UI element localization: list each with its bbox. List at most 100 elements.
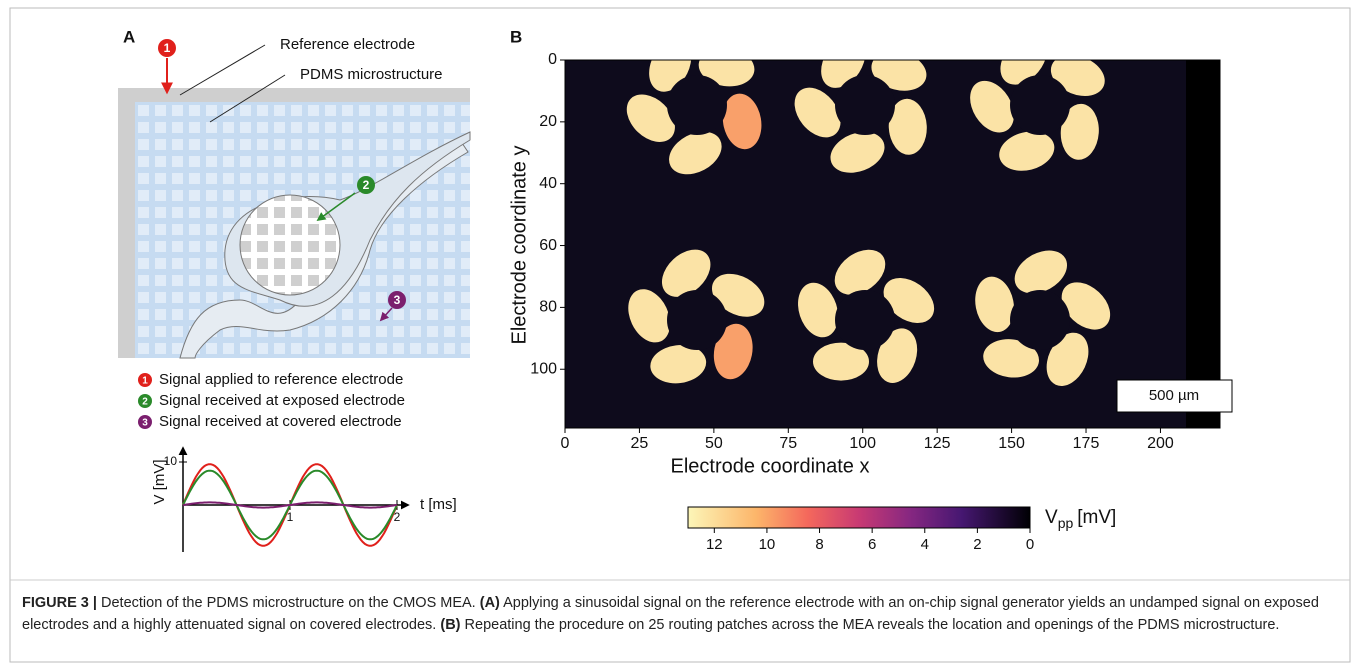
petal: [649, 60, 692, 92]
caption: FIGURE 3 | Detection of the PDMS microst…: [22, 592, 1338, 636]
petal: [632, 529, 696, 579]
opening: [667, 75, 727, 135]
x-tick-label: 25: [631, 435, 649, 452]
petal: [711, 273, 765, 317]
petal: [794, 87, 841, 138]
label: Reference electrode: [280, 36, 415, 53]
x-axis-label: Electrode coordinate x: [670, 455, 869, 477]
legend-marker: [138, 415, 152, 429]
petal: [871, 60, 927, 91]
caption-text: Repeating the procedure on 25 routing pa…: [464, 617, 1280, 633]
y-tick-label: 10: [164, 454, 178, 468]
petal: [983, 339, 1040, 378]
legend-text: Signal applied to reference electrode: [159, 371, 403, 388]
scale-bar-label: 500 µm: [1149, 387, 1199, 404]
colorbar-tick-label: 8: [815, 536, 823, 553]
petal: [713, 323, 753, 380]
marker-number: 2: [363, 178, 370, 192]
petal: [821, 60, 866, 88]
marker-circle: [158, 39, 176, 57]
x-tick-label: 150: [998, 435, 1025, 452]
x-tick-label: 175: [1073, 435, 1100, 452]
colorbar-tick-label: 10: [759, 536, 776, 553]
legend-text: Signal received at exposed electrode: [159, 392, 405, 409]
marker-number: 1: [164, 41, 171, 55]
petal: [834, 249, 886, 295]
x-axis-label: t [ms]: [420, 496, 457, 513]
petal: [970, 80, 1014, 133]
marker-circle: [357, 176, 375, 194]
petal: [813, 342, 869, 381]
waveform: [182, 501, 398, 509]
panel-letter: A: [123, 27, 135, 46]
x-tick-label: 1: [287, 510, 294, 524]
colorbar: [687, 506, 1031, 529]
petal: [830, 132, 885, 173]
legend-number: 1: [142, 376, 148, 387]
petal: [661, 249, 711, 297]
caption-tag: (A): [479, 595, 500, 611]
y-axis-label: Electrode coordinate y: [508, 145, 530, 344]
y-tick-label: 40: [539, 175, 557, 192]
axes-frame: [564, 59, 1221, 429]
petal: [999, 131, 1055, 171]
x-tick-label: 75: [779, 435, 797, 452]
figure-number: FIGURE 3 |: [22, 595, 97, 611]
arrow: [379, 307, 393, 322]
x-tick-label: 2: [394, 510, 401, 524]
colorbar-tick-label: 12: [706, 536, 723, 553]
y-tick-label: 60: [539, 237, 557, 254]
caption-tag: (B): [440, 617, 461, 633]
frame: [9, 7, 1351, 663]
petal: [1061, 282, 1111, 330]
opening: [1010, 75, 1070, 135]
opening: [667, 290, 727, 350]
petal: [650, 345, 707, 384]
legend-number: 2: [142, 397, 148, 408]
petal: [1046, 332, 1089, 386]
x-tick-label: 50: [705, 435, 723, 452]
petal: [1000, 60, 1047, 85]
y-tick-label: 80: [539, 299, 557, 316]
marker-circle: [388, 291, 406, 309]
petal: [1050, 60, 1105, 96]
colorbar-tick-label: 4: [921, 536, 929, 553]
y-axis-label: V [mV]: [151, 459, 168, 504]
y-tick-label: 100: [530, 360, 557, 377]
y-tick-label: 0: [548, 51, 557, 68]
panel-letter: B: [510, 27, 522, 46]
opening: [835, 290, 895, 350]
opening: [835, 75, 895, 135]
heatmap: [565, 60, 1220, 598]
colorbar-label: Vpp [mV]: [1045, 507, 1116, 531]
petal: [1060, 103, 1099, 160]
caption-text: Applying a sinusoidal signal on the refe…: [22, 595, 1319, 633]
petal: [698, 60, 755, 87]
legend-marker: [138, 373, 152, 387]
petal: [626, 94, 675, 143]
caption-lead: Detection of the PDMS microstructure on …: [101, 595, 476, 611]
x-tick-label: 200: [1147, 435, 1174, 452]
legend-marker: [138, 394, 152, 408]
unused-columns: [1186, 60, 1220, 428]
petal: [795, 522, 861, 578]
colorbar-tick-label: 2: [973, 536, 981, 553]
petal: [877, 328, 918, 383]
petal: [628, 289, 671, 343]
opening: [1010, 290, 1070, 350]
colorbar-tick-label: 6: [868, 536, 876, 553]
petal: [1028, 453, 1089, 498]
leader: [179, 44, 266, 96]
petal: [722, 93, 762, 150]
x-tick-label: 100: [849, 435, 876, 452]
marker-number: 3: [394, 293, 401, 307]
y-tick-label: 20: [539, 113, 557, 130]
x-tick-label: 0: [561, 435, 570, 452]
opening: [239, 194, 341, 296]
scale-bar: [1116, 379, 1233, 413]
legend-text: Signal received at covered electrode: [159, 413, 402, 430]
petal: [883, 277, 935, 323]
petal: [850, 531, 915, 598]
